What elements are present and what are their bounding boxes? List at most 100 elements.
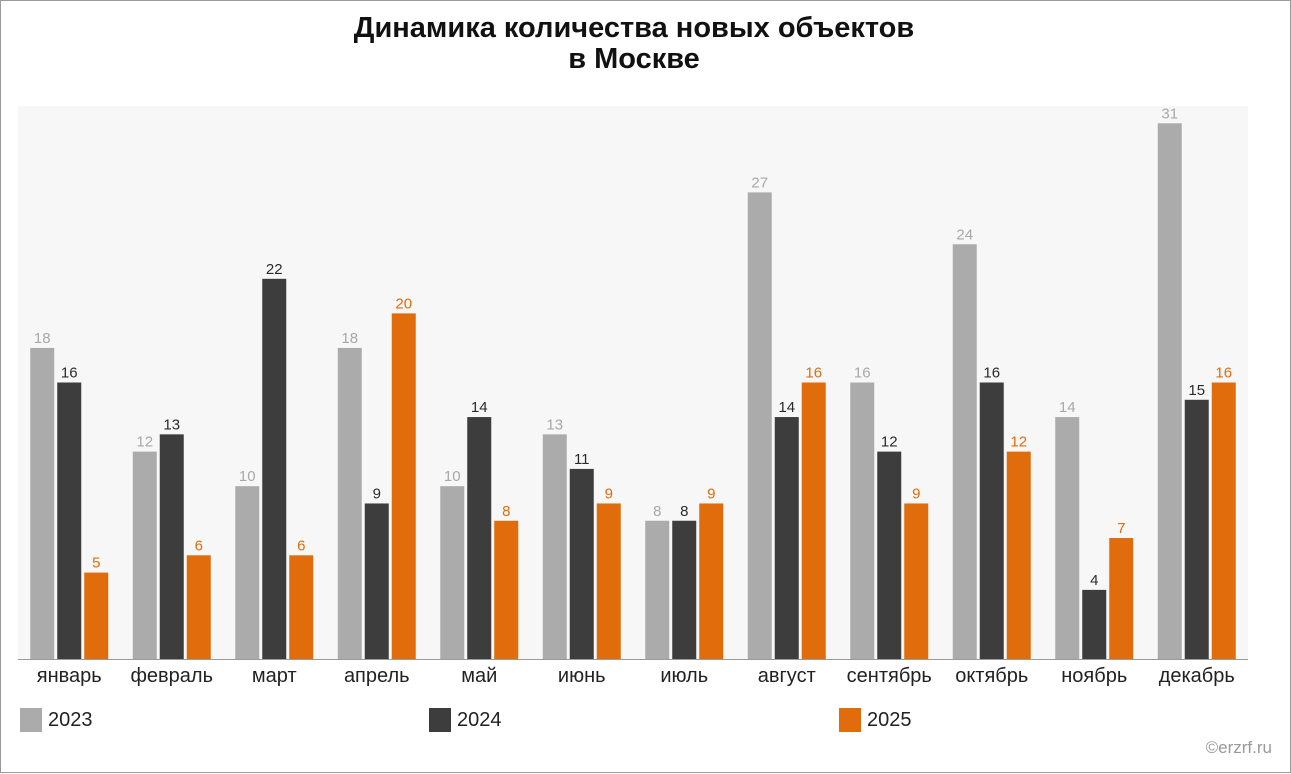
legend-label-2023: 2023 xyxy=(48,708,93,731)
data-label-2024-11: 4 xyxy=(1090,572,1098,589)
bar-2025-11 xyxy=(1109,538,1134,659)
data-label-2025-9: 9 xyxy=(912,485,920,502)
bar-2023-1 xyxy=(30,347,55,659)
bar-2023-7 xyxy=(645,520,670,659)
data-label-2023-2: 12 xyxy=(136,434,153,451)
x-tick-label-11: ноябрь xyxy=(1061,665,1127,687)
bar-2025-5 xyxy=(494,520,519,659)
bar-2025-1 xyxy=(84,572,109,659)
x-tick-label-9: сентябрь xyxy=(847,665,932,687)
data-label-2024-12: 15 xyxy=(1188,382,1205,399)
data-label-2024-6: 11 xyxy=(574,451,590,468)
source-credit: ©erzrf.ru xyxy=(1205,738,1272,757)
data-label-2023-4: 18 xyxy=(341,330,358,347)
data-label-2025-3: 6 xyxy=(297,537,305,554)
legend-label-2024: 2024 xyxy=(457,708,502,731)
legend-swatch-2025 xyxy=(839,708,861,732)
x-tick-label-3: март xyxy=(252,665,297,687)
bar-2023-10 xyxy=(952,244,977,659)
bar-2025-10 xyxy=(1006,451,1031,659)
data-label-2023-6: 13 xyxy=(546,416,563,433)
bar-2024-2 xyxy=(159,434,184,659)
data-label-2023-3: 10 xyxy=(239,468,256,485)
x-tick-label-4: апрель xyxy=(344,665,410,687)
data-label-2024-7: 8 xyxy=(680,503,688,520)
data-label-2025-4: 20 xyxy=(395,295,412,312)
bar-2024-10 xyxy=(979,382,1004,659)
legend-item-2025: 2025 xyxy=(839,707,912,733)
data-label-2023-11: 14 xyxy=(1059,399,1076,416)
bar-2025-4 xyxy=(391,313,416,659)
bar-2023-4 xyxy=(337,347,362,659)
bar-2025-7 xyxy=(699,503,724,659)
bar-2024-11 xyxy=(1082,589,1107,659)
data-label-2023-8: 27 xyxy=(751,174,768,191)
data-label-2023-1: 18 xyxy=(34,330,51,347)
plot-area xyxy=(18,106,1248,659)
bar-2024-5 xyxy=(467,417,492,659)
bar-2024-4 xyxy=(364,503,389,659)
legend-item-2024: 2024 xyxy=(429,707,502,733)
chart-title: Динамика количества новых объектов в Мос… xyxy=(1,13,1267,75)
data-label-2024-5: 14 xyxy=(471,399,488,416)
bar-2024-12 xyxy=(1184,399,1209,659)
x-tick-label-10: октябрь xyxy=(955,665,1028,687)
bar-2024-1 xyxy=(57,382,82,659)
bar-2024-9 xyxy=(877,451,902,659)
bar-2025-8 xyxy=(801,382,826,659)
data-label-2024-4: 9 xyxy=(373,485,381,502)
bar-2023-11 xyxy=(1055,417,1080,659)
data-label-2025-5: 8 xyxy=(502,503,510,520)
bar-2023-12 xyxy=(1157,123,1182,659)
data-label-2023-9: 16 xyxy=(854,365,871,382)
data-label-2024-2: 13 xyxy=(163,416,180,433)
data-label-2024-1: 16 xyxy=(61,365,78,382)
bar-2025-9 xyxy=(904,503,929,659)
data-label-2025-1: 5 xyxy=(92,555,100,572)
data-label-2024-3: 22 xyxy=(266,261,283,278)
data-label-2025-7: 9 xyxy=(707,485,715,502)
data-label-2025-10: 12 xyxy=(1010,434,1027,451)
data-label-2023-12: 31 xyxy=(1161,105,1178,122)
legend-swatch-2023 xyxy=(20,708,42,732)
x-tick-label-5: май xyxy=(461,665,497,687)
data-label-2023-7: 8 xyxy=(653,503,661,520)
data-label-2025-6: 9 xyxy=(605,485,613,502)
x-tick-label-2: февраль xyxy=(130,665,213,687)
bar-2023-3 xyxy=(235,486,260,659)
bar-2025-3 xyxy=(289,555,314,659)
bar-2023-2 xyxy=(132,451,157,659)
data-label-2025-8: 16 xyxy=(805,365,822,382)
chart-title-line-1: Динамика количества новых объектов xyxy=(353,12,915,44)
data-label-2023-10: 24 xyxy=(956,226,973,243)
data-label-2024-9: 12 xyxy=(881,434,898,451)
bar-2024-8 xyxy=(774,417,799,659)
x-tick-label-8: август xyxy=(758,665,816,687)
bar-2025-12 xyxy=(1211,382,1236,659)
x-tick-label-12: декабрь xyxy=(1159,665,1235,687)
bar-2025-6 xyxy=(596,503,621,659)
bar-2023-5 xyxy=(440,486,465,659)
legend-swatch-2024 xyxy=(429,708,451,732)
bar-2025-2 xyxy=(186,555,211,659)
legend-item-2023: 2023 xyxy=(20,707,93,733)
data-label-2025-2: 6 xyxy=(195,537,203,554)
chart-title-line-2: в Москве xyxy=(568,43,700,75)
bar-2024-3 xyxy=(262,278,287,659)
bar-2023-6 xyxy=(542,434,567,659)
data-label-2024-8: 14 xyxy=(778,399,795,416)
legend-label-2025: 2025 xyxy=(867,708,912,731)
x-tick-label-1: январь xyxy=(37,665,102,687)
data-label-2024-10: 16 xyxy=(983,365,1000,382)
x-tick-label-6: июнь xyxy=(558,665,606,687)
data-label-2025-12: 16 xyxy=(1215,365,1232,382)
data-label-2023-5: 10 xyxy=(444,468,461,485)
bar-2023-8 xyxy=(747,192,772,659)
bar-2023-9 xyxy=(850,382,875,659)
bar-2024-6 xyxy=(569,468,594,659)
x-tick-label-7: июль xyxy=(660,665,708,687)
bar-2024-7 xyxy=(672,520,697,659)
data-label-2025-11: 7 xyxy=(1117,520,1125,537)
